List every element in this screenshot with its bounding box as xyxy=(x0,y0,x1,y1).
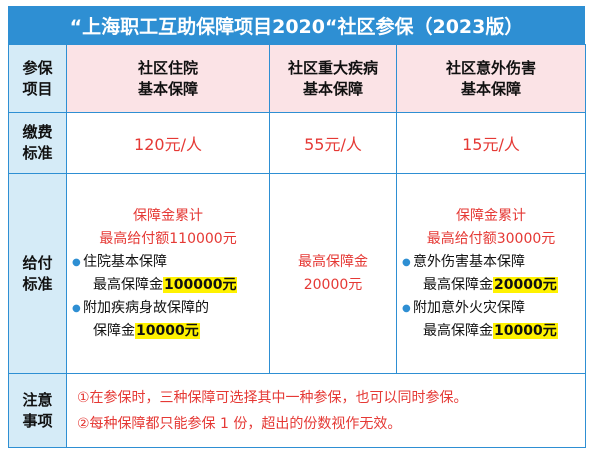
fee-row-label: 缴费 标准 xyxy=(8,112,67,174)
bullet-dot-icon: ● xyxy=(402,302,411,314)
col-header-accident: 社区意外伤害 基本保障 xyxy=(396,44,586,113)
benefit-hospital-item2-amount: 10000元 xyxy=(135,322,200,339)
benefit-accident-item1-amount-line: 最高保障金20000元 xyxy=(413,274,585,297)
bullet-dot-icon: ● xyxy=(72,302,81,314)
benefit-hospital-heading1: 保障金累计 xyxy=(133,207,203,224)
fee-row-label-text: 缴费 标准 xyxy=(22,123,53,162)
col-header-hospital-label: 社区住院 基本保障 xyxy=(137,58,198,98)
col-header-accident-label: 社区意外伤害 基本保障 xyxy=(445,58,536,98)
fee-row: 缴费 标准 120元/人 55元/人 15元/人 xyxy=(8,112,586,174)
benefit-hospital-item1-amount-line: 最高保障金100000元 xyxy=(83,274,269,297)
notes-row-label: 注意 事项 xyxy=(8,373,67,448)
benefit-illness-line1: 最高保障金 xyxy=(298,253,368,270)
benefit-hospital-item2: ● 附加疾病身故保障的 保障金10000元 xyxy=(67,297,269,343)
bullet-dot-icon: ● xyxy=(72,256,81,268)
page-title: “上海职工互助保障项目2020“社区参保（2023版） xyxy=(8,6,585,44)
benefit-accident-heading1: 保障金累计 xyxy=(456,207,526,224)
benefit-row: 给付 标准 保障金累计 最高给付额110000元 ● 住院基本保障 最高保障金1… xyxy=(8,173,586,374)
fee-hospital: 120元/人 xyxy=(66,112,270,174)
benefit-illness: 最高保障金 20000元 xyxy=(269,173,397,374)
note-2: ②每种保障都只能参保 1 份，超出的份数视作无效。 xyxy=(77,415,402,432)
benefit-accident-item1: ● 意外伤害基本保障 最高保障金20000元 xyxy=(397,251,585,297)
benefit-accident-item2-prefix: 最高保障金 xyxy=(423,322,493,339)
benefit-hospital-item2-prefix: 保障金 xyxy=(93,322,135,339)
benefit-hospital-item1-prefix: 最高保障金 xyxy=(93,276,163,293)
fee-accident: 15元/人 xyxy=(396,112,586,174)
insurance-table-card: “上海职工互助保障项目2020“社区参保（2023版） 参保 项目 社区住院 基… xyxy=(8,6,586,448)
benefit-hospital-item2-title: 附加疾病身故保障的 xyxy=(83,299,209,316)
benefit-accident-item2: ● 附加意外火灾保障 最高保障金10000元 xyxy=(397,297,585,343)
notes-row-label-text: 注意 事项 xyxy=(22,390,53,430)
benefit-accident-item1-title: 意外伤害基本保障 xyxy=(413,253,525,270)
benefit-hospital-item1-title: 住院基本保障 xyxy=(83,253,167,270)
benefit-table: 参保 项目 社区住院 基本保障 社区重大疾病 基本保障 社区意外伤害 基本保障 … xyxy=(8,44,586,448)
benefit-accident-item2-amount-line: 最高保障金10000元 xyxy=(413,320,585,343)
fee-illness: 55元/人 xyxy=(269,112,397,174)
benefit-row-label-text: 给付 标准 xyxy=(22,253,53,293)
benefit-accident-heading2: 最高给付额30000元 xyxy=(426,230,556,247)
benefit-row-label: 给付 标准 xyxy=(8,173,67,374)
benefit-accident: 保障金累计 最高给付额30000元 ● 意外伤害基本保障 最高保障金20000元… xyxy=(396,173,586,374)
col-header-illness: 社区重大疾病 基本保障 xyxy=(269,44,397,113)
benefit-hospital: 保障金累计 最高给付额110000元 ● 住院基本保障 最高保障金100000元… xyxy=(66,173,270,374)
benefit-hospital-item2-amount-line: 保障金10000元 xyxy=(83,320,269,343)
benefit-hospital-heading2: 最高给付额110000元 xyxy=(99,230,237,247)
header-row: 参保 项目 社区住院 基本保障 社区重大疾病 基本保障 社区意外伤害 基本保障 xyxy=(8,44,586,113)
notes-content: ①在参保时，三种保障可选择其中一种参保，也可以同时参保。 ②每种保障都只能参保 … xyxy=(66,373,586,448)
col-header-hospital: 社区住院 基本保障 xyxy=(66,44,270,113)
note-1: ①在参保时，三种保障可选择其中一种参保，也可以同时参保。 xyxy=(77,389,468,406)
benefit-illness-line2: 20000元 xyxy=(303,276,363,293)
benefit-accident-item1-amount: 20000元 xyxy=(493,276,558,293)
bullet-dot-icon: ● xyxy=(402,256,411,268)
notes-row: 注意 事项 ①在参保时，三种保障可选择其中一种参保，也可以同时参保。 ②每种保障… xyxy=(8,373,586,448)
corner-header-label: 参保 项目 xyxy=(22,58,53,98)
col-header-illness-label: 社区重大疾病 基本保障 xyxy=(287,58,378,98)
benefit-accident-item2-amount: 10000元 xyxy=(493,322,558,339)
benefit-hospital-item1: ● 住院基本保障 最高保障金100000元 xyxy=(67,251,269,297)
benefit-accident-item1-prefix: 最高保障金 xyxy=(423,276,493,293)
corner-header: 参保 项目 xyxy=(8,44,67,113)
benefit-accident-item2-title: 附加意外火灾保障 xyxy=(413,299,525,316)
benefit-hospital-item1-amount: 100000元 xyxy=(163,276,238,293)
